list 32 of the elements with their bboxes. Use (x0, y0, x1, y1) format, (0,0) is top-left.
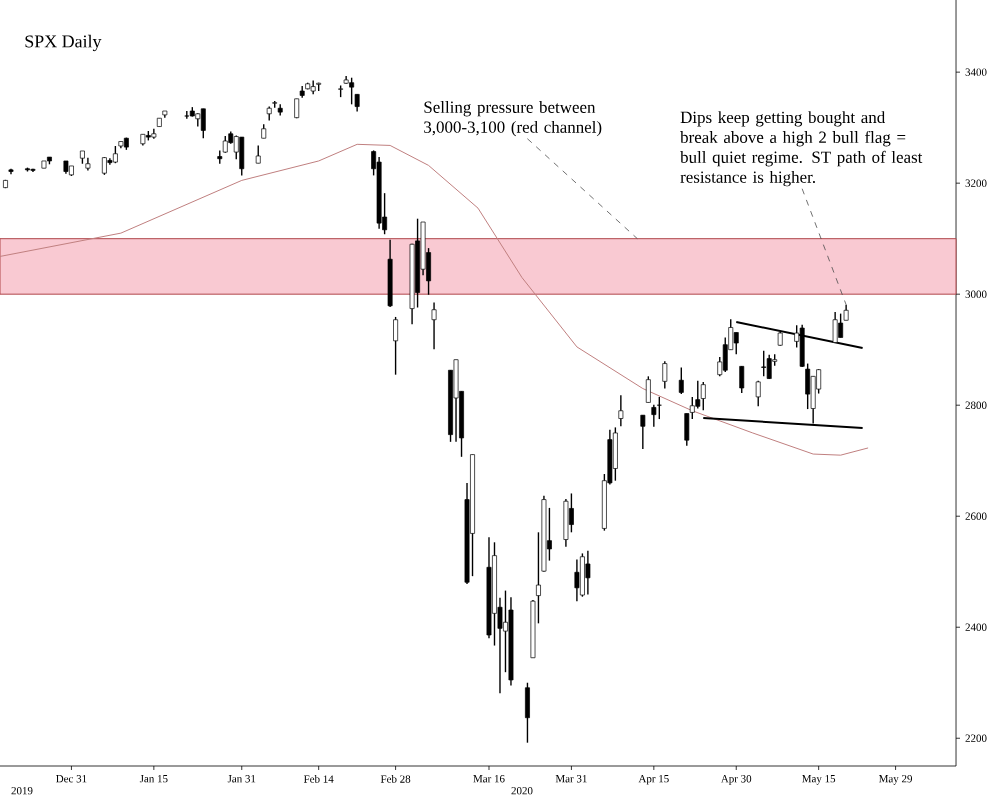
candlestick (755, 380, 761, 408)
candlestick (568, 492, 574, 534)
candlestick (453, 358, 459, 443)
candlestick (525, 682, 530, 744)
candlestick (431, 301, 437, 350)
candlestick (563, 498, 569, 548)
candlestick (651, 403, 657, 428)
candlestick (678, 366, 684, 395)
candlestick (387, 239, 393, 308)
candlestick (579, 552, 585, 598)
candlestick (349, 77, 355, 106)
candlestick (739, 365, 745, 394)
candlestick (766, 353, 772, 380)
candlestick (239, 136, 245, 177)
candlestick (585, 549, 591, 596)
annotation: Dips keep getting bought and break above a high 2 bull flag = bull quiet regime. ST path of least resistance is higher. (680, 111, 923, 187)
candlestick (761, 350, 767, 378)
candlestick (574, 558, 580, 602)
candlestick (733, 331, 739, 355)
annotation: Selling pressure between 3,000-3,100 (red channel) (424, 101, 602, 137)
candlestick (640, 414, 646, 450)
candlestick (645, 375, 651, 404)
candlestick (393, 316, 399, 376)
candlestick (200, 108, 206, 139)
candlestick (700, 381, 706, 411)
text: SPX Daily (25, 34, 102, 52)
candlestick (184, 110, 190, 120)
candlestick (612, 426, 618, 482)
candlestick (662, 360, 668, 390)
candlestick (618, 394, 624, 427)
candlestick (838, 312, 844, 339)
line-series (0, 143, 869, 456)
